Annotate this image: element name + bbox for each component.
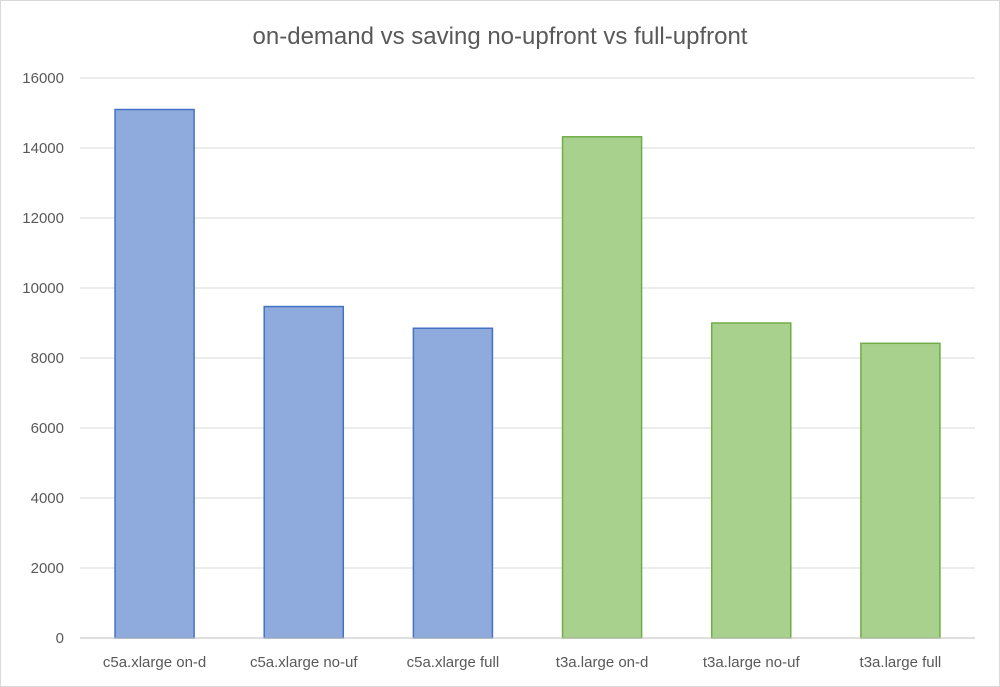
chart-title: on-demand vs saving no-upfront vs full-u… [253, 23, 748, 50]
y-tick-label: 14000 [22, 140, 64, 157]
y-tick-label: 2000 [31, 560, 64, 577]
y-tick-label: 6000 [31, 420, 64, 437]
gridlines [80, 77, 975, 569]
bar [710, 322, 792, 639]
y-tick-label: 12000 [22, 210, 64, 227]
bar [860, 342, 941, 639]
y-axis-ticks: 0 2000 4000 6000 8000 10000 12000 14000 16000 [22, 70, 64, 647]
bar [412, 327, 494, 639]
x-tick-label: t3a.large on-d [556, 654, 649, 671]
x-tick-label: c5a.xlarge full [407, 654, 500, 671]
y-tick-label: 4000 [31, 490, 64, 507]
bars [114, 108, 941, 639]
x-tick-label: t3a.large no-uf [703, 654, 801, 671]
y-tick-label: 10000 [22, 280, 64, 297]
bar [114, 108, 195, 639]
y-tick-label: 8000 [31, 350, 64, 367]
bar [263, 305, 345, 639]
y-tick-label: 0 [56, 630, 64, 647]
x-axis-labels: c5a.xlarge on-d c5a.xlarge no-uf c5a.xlarg… [103, 654, 941, 671]
x-tick-label: t3a.large full [860, 654, 942, 671]
x-tick-label: c5a.xlarge on-d [103, 654, 206, 671]
bar [561, 136, 643, 639]
y-tick-label: 16000 [22, 70, 64, 87]
x-tick-label: c5a.xlarge no-uf [250, 654, 358, 671]
